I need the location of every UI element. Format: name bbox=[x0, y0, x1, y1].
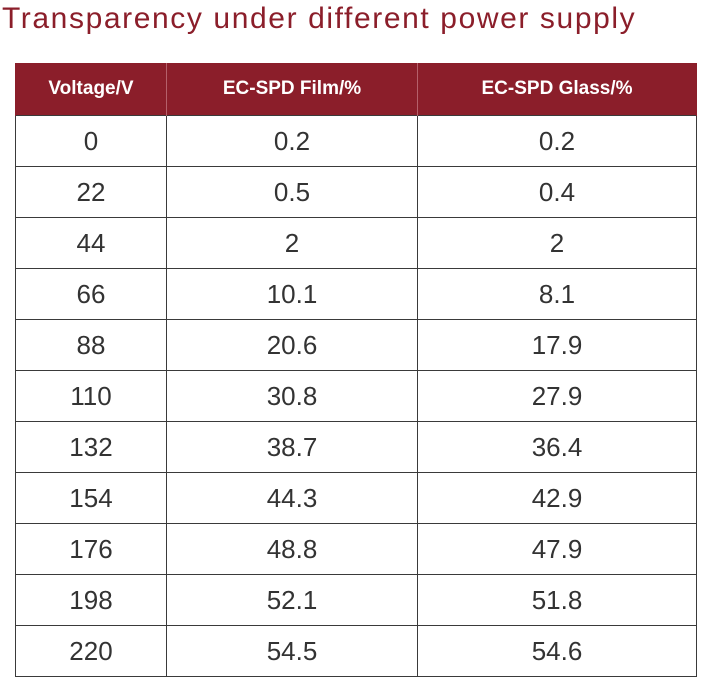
cell-voltage: 88 bbox=[15, 319, 167, 371]
cell-voltage: 0 bbox=[15, 115, 167, 167]
cell-film: 54.5 bbox=[166, 625, 418, 677]
cell-glass: 36.4 bbox=[417, 421, 697, 473]
cell-glass: 51.8 bbox=[417, 574, 697, 626]
table-header: Voltage/V EC-SPD Film/% EC-SPD Glass/% bbox=[15, 63, 697, 116]
table-row: 44 2 2 bbox=[15, 217, 697, 269]
table-row: 176 48.8 47.9 bbox=[15, 523, 697, 575]
table-row: 220 54.5 54.6 bbox=[15, 625, 697, 677]
cell-glass: 27.9 bbox=[417, 370, 697, 422]
table-row: 198 52.1 51.8 bbox=[15, 574, 697, 626]
table-row: 22 0.5 0.4 bbox=[15, 166, 697, 218]
cell-film: 48.8 bbox=[166, 523, 418, 575]
cell-glass: 42.9 bbox=[417, 472, 697, 524]
cell-voltage: 176 bbox=[15, 523, 167, 575]
cell-glass: 0.4 bbox=[417, 166, 697, 218]
cell-glass: 17.9 bbox=[417, 319, 697, 371]
column-header-film: EC-SPD Film/% bbox=[166, 63, 418, 116]
cell-film: 0.5 bbox=[166, 166, 418, 218]
cell-voltage: 220 bbox=[15, 625, 167, 677]
table-title: Transparency under different power suppl… bbox=[2, 2, 637, 35]
table-row: 0 0.2 0.2 bbox=[15, 115, 697, 167]
cell-film: 20.6 bbox=[166, 319, 418, 371]
cell-voltage: 154 bbox=[15, 472, 167, 524]
column-header-voltage: Voltage/V bbox=[15, 63, 167, 116]
table-body: 0 0.2 0.2 22 0.5 0.4 44 2 2 66 10.1 8.1 88 20.6 17.9 11… bbox=[15, 115, 697, 677]
cell-voltage: 132 bbox=[15, 421, 167, 473]
transparency-table: Voltage/V EC-SPD Film/% EC-SPD Glass/% 0… bbox=[15, 63, 697, 677]
cell-voltage: 110 bbox=[15, 370, 167, 422]
cell-film: 0.2 bbox=[166, 115, 418, 167]
cell-film: 44.3 bbox=[166, 472, 418, 524]
cell-film: 10.1 bbox=[166, 268, 418, 320]
table-row: 66 10.1 8.1 bbox=[15, 268, 697, 320]
cell-glass: 8.1 bbox=[417, 268, 697, 320]
cell-film: 38.7 bbox=[166, 421, 418, 473]
cell-glass: 0.2 bbox=[417, 115, 697, 167]
cell-glass: 2 bbox=[417, 217, 697, 269]
cell-film: 52.1 bbox=[166, 574, 418, 626]
cell-glass: 47.9 bbox=[417, 523, 697, 575]
cell-film: 2 bbox=[166, 217, 418, 269]
cell-glass: 54.6 bbox=[417, 625, 697, 677]
table-row: 88 20.6 17.9 bbox=[15, 319, 697, 371]
data-table-container: Voltage/V EC-SPD Film/% EC-SPD Glass/% 0… bbox=[15, 63, 697, 677]
cell-film: 30.8 bbox=[166, 370, 418, 422]
cell-voltage: 22 bbox=[15, 166, 167, 218]
table-row: 110 30.8 27.9 bbox=[15, 370, 697, 422]
cell-voltage: 198 bbox=[15, 574, 167, 626]
column-header-glass: EC-SPD Glass/% bbox=[417, 63, 697, 116]
cell-voltage: 44 bbox=[15, 217, 167, 269]
header-row: Voltage/V EC-SPD Film/% EC-SPD Glass/% bbox=[15, 63, 697, 116]
table-row: 132 38.7 36.4 bbox=[15, 421, 697, 473]
cell-voltage: 66 bbox=[15, 268, 167, 320]
table-row: 154 44.3 42.9 bbox=[15, 472, 697, 524]
